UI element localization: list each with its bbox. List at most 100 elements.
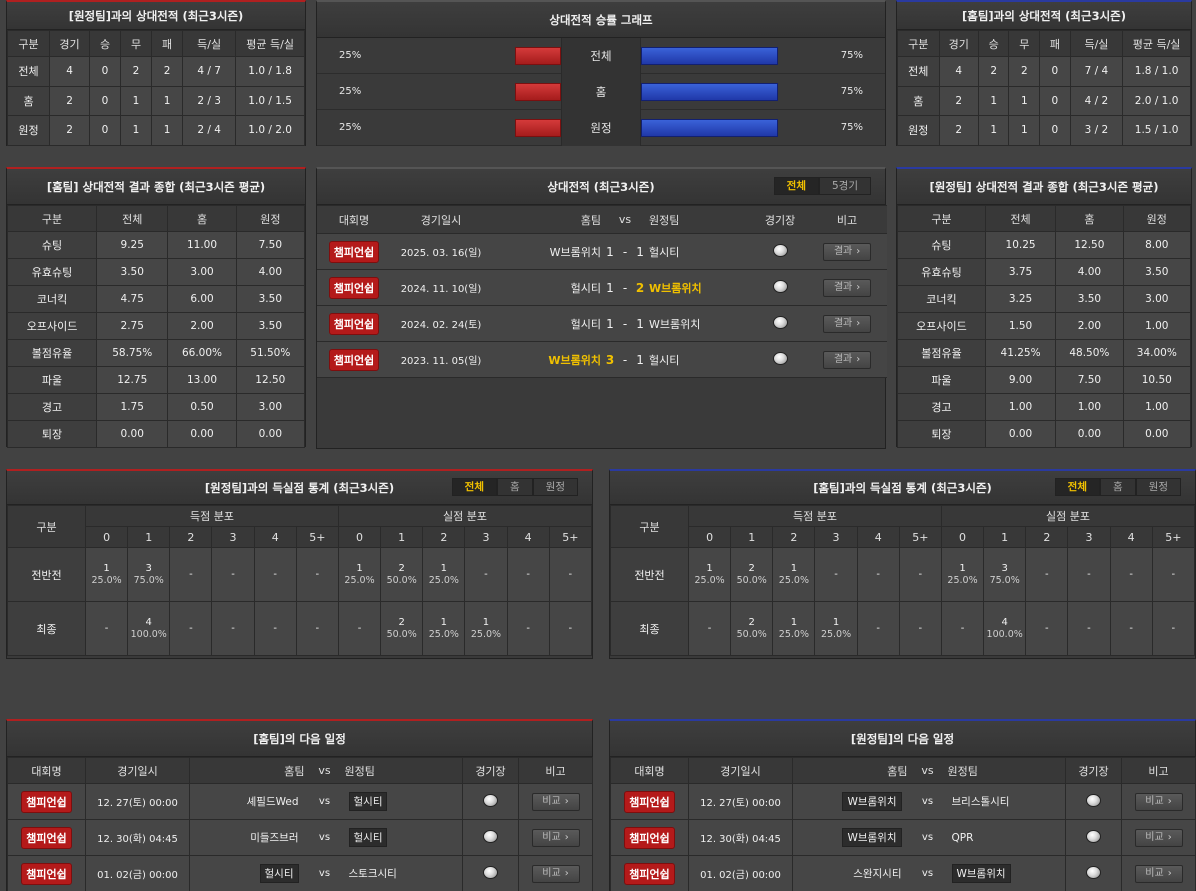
- column-header: 패: [1039, 30, 1071, 57]
- conceded-cell: 1 25.0%: [940, 547, 985, 602]
- scored-cell: -: [253, 547, 297, 602]
- cell-value: 1.00: [1055, 393, 1124, 421]
- right-bar-wrap: [641, 46, 825, 65]
- score-separator: -: [619, 233, 631, 270]
- count: -: [526, 622, 530, 634]
- stadium-icon: [772, 279, 788, 293]
- conceded-cell: -: [1109, 547, 1153, 602]
- cell-value: 0: [1039, 56, 1071, 87]
- cell-value: 1: [977, 115, 1010, 146]
- cell-value: 2.00: [1055, 312, 1124, 340]
- count: -: [568, 622, 573, 634]
- stadium-icon: [1086, 793, 1101, 807]
- away-goals-tabs: 전체 홈 원정: [451, 478, 578, 496]
- tab-5-games[interactable]: 5경기: [818, 177, 871, 195]
- result-button[interactable]: 결과 ›: [823, 350, 872, 369]
- scored-cell: -: [814, 547, 858, 602]
- cell-value: 3.00: [167, 258, 237, 286]
- conceded-cell: -: [1067, 601, 1111, 656]
- compare-button[interactable]: 비교 ›: [1134, 792, 1183, 811]
- cell-value: 7.50: [235, 231, 306, 259]
- compare-button[interactable]: 비교 ›: [531, 828, 580, 847]
- vs-label: vs: [907, 819, 948, 856]
- cell-value: 3.50: [235, 285, 306, 313]
- tab-away[interactable]: 원정: [532, 478, 578, 496]
- column-header: vs: [304, 757, 345, 784]
- vs-label: vs: [304, 819, 345, 856]
- chevron-right-icon: ›: [564, 867, 569, 879]
- column-header: 경기일시: [391, 205, 491, 234]
- tab-away[interactable]: 원정: [1135, 478, 1181, 496]
- winrate-bars: 홈: [377, 73, 825, 110]
- column-header: 평균 득/실: [235, 30, 305, 57]
- conceded-cell: -: [1025, 547, 1069, 602]
- home-score: 1: [601, 233, 619, 270]
- percent: 50.0%: [736, 628, 767, 640]
- cell-value: 12.50: [1055, 231, 1124, 259]
- count: -: [834, 568, 838, 580]
- table-row: 챔피언쉽 12. 27(토) 00:00 W브롬위치 vs 브리스톨시티 비교 ›: [610, 783, 1196, 820]
- home-team: 미들즈브러: [250, 832, 299, 844]
- conceded-cell: 4 100.0%: [983, 601, 1027, 656]
- left-bar-wrap: [377, 46, 561, 65]
- home-score: 1: [601, 269, 619, 306]
- league-badge: 챔피언쉽: [328, 276, 380, 299]
- conceded-cell: 2 50.0%: [380, 547, 424, 602]
- cell-value: 4: [49, 56, 90, 87]
- result-button[interactable]: 결과 ›: [823, 242, 872, 261]
- count: -: [1171, 568, 1176, 580]
- league-cell: 챔피언쉽: [610, 855, 689, 891]
- cell-value: 7 / 4: [1069, 56, 1124, 87]
- h2h-matches-panel: 상대전적 (최근3시즌) 전체 5경기 대회명 경기일시 홈팀 vs 원정팀 경기장 비고 챔…: [316, 167, 888, 449]
- bucket-header: 3: [814, 526, 858, 548]
- count: -: [1045, 622, 1049, 634]
- result-button[interactable]: 결과 ›: [823, 314, 872, 333]
- cell-value: 2: [49, 85, 90, 116]
- venue-cell: [462, 819, 519, 856]
- home-h2h-table: 구분 경기 승 무 패 득/실 평균 득/실 전체 4 2 2 0 7 / 4 1.8 / 1.0 홈 2 1 1…: [897, 30, 1191, 146]
- compare-button-label: 비교: [1145, 831, 1164, 843]
- chevron-right-icon: ›: [564, 831, 569, 843]
- league-cell: 챔피언쉽: [610, 783, 689, 820]
- tab-home[interactable]: 홈: [1100, 478, 1136, 496]
- venue-cell: [1065, 855, 1122, 891]
- compare-button[interactable]: 비교 ›: [1134, 864, 1183, 883]
- cell-value: 1: [120, 85, 153, 116]
- table-row: 파울 9.00 7.50 10.50: [897, 366, 1192, 394]
- conceded-cell: 2 50.0%: [380, 601, 424, 656]
- count: -: [189, 622, 193, 634]
- home-next-panel: [홈팀]의 다음 일정 대회명 경기일시 홈팀 vs 원정팀 경기장 비고 챔피언쉽 12. 2…: [6, 719, 593, 891]
- stadium-icon: [483, 793, 498, 807]
- compare-button[interactable]: 비교 ›: [1134, 828, 1183, 847]
- scored-cell: -: [295, 547, 339, 602]
- match-date: 2025. 03. 16(일): [391, 233, 491, 270]
- result-button[interactable]: 결과 ›: [823, 278, 872, 297]
- bucket-header: 1: [730, 526, 774, 548]
- tab-all[interactable]: 전체: [451, 478, 497, 496]
- table-row: 챔피언쉽 01. 02(금) 00:00 스완지시티 vs W브롬위치 비교 ›: [610, 855, 1196, 891]
- tab-all[interactable]: 전체: [1054, 478, 1100, 496]
- result-button-label: 결과: [833, 317, 853, 329]
- tab-all[interactable]: 전체: [773, 177, 819, 195]
- table-row: 챔피언쉽 2024. 02. 24(토) 헐시티 1-1 W브롬위치 결과 ›: [317, 305, 888, 342]
- bucket-header: 4: [1109, 526, 1153, 548]
- venue-cell: [753, 269, 808, 306]
- row-label: 최종: [610, 601, 689, 656]
- tab-home[interactable]: 홈: [497, 478, 533, 496]
- right-percent: 75%: [840, 50, 863, 61]
- bucket-header: 5+: [548, 526, 593, 548]
- scored-cell: -: [898, 547, 942, 602]
- compare-button[interactable]: 비교 ›: [531, 792, 580, 811]
- home-team: W브롬위치: [842, 828, 902, 847]
- column-header: 경기장: [753, 205, 808, 234]
- table-row: 유효슈팅 3.75 4.00 3.50: [897, 258, 1192, 286]
- column-header: 비고: [518, 757, 593, 784]
- scored-cell: -: [253, 601, 297, 656]
- right-percent: 75%: [840, 86, 863, 97]
- winrate-label: 홈: [561, 73, 641, 110]
- compare-button[interactable]: 비교 ›: [531, 864, 580, 883]
- count: -: [707, 622, 712, 634]
- match-date: 01. 02(금) 00:00: [85, 855, 190, 891]
- conceded-cell: 1 25.0%: [337, 547, 382, 602]
- cell-value: 2 / 3: [182, 85, 237, 116]
